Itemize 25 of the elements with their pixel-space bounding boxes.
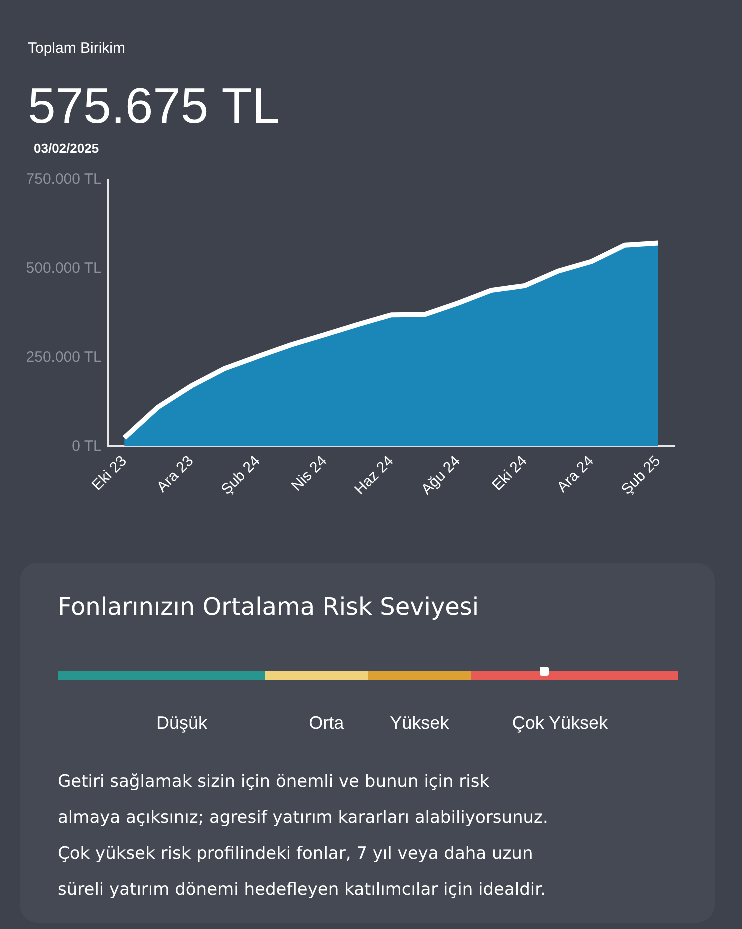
x-tick-label: Eki 23 xyxy=(88,452,130,494)
category-label: Çok Yüksek xyxy=(512,713,608,734)
x-tick-label: Eki 24 xyxy=(489,452,531,494)
x-tick-label: Şub 24 xyxy=(218,452,264,498)
chart-subtitle: 575.675 TL xyxy=(28,77,280,136)
chart-title: Toplam Birikim xyxy=(28,40,126,57)
y-tick-label: 750.000 TL xyxy=(26,171,102,188)
text: Fonlarınızın Ortalama Risk Seviyesi xyxy=(58,593,480,621)
x-tick-label: Nis 24 xyxy=(288,452,330,495)
x-tick-label: Şub 25 xyxy=(618,452,664,498)
x-tick-label: Ara 24 xyxy=(554,452,598,496)
category-label: Düşük xyxy=(156,713,208,734)
y-tick-label: 250.000 TL xyxy=(26,348,102,366)
x-tick-label: Haz 24 xyxy=(352,452,398,498)
x-tick-label: Ağu 24 xyxy=(418,452,464,498)
text: 03/02/2025 xyxy=(34,141,100,156)
text: Çok yüksek risk profilindeki fonlar, 7 yıl veya daha uzun xyxy=(58,843,534,866)
category-label: Yüksek xyxy=(390,713,450,734)
y-tick-label: 500.000 TL xyxy=(26,260,102,278)
y-tick-label: 0 TL xyxy=(72,438,102,455)
text: süreli yatırım dönemi hedefleyen katılımcılar için idealdir. xyxy=(58,879,547,902)
x-tick-label: Ara 23 xyxy=(154,452,198,496)
text: almaya açıksınız; agresif yatırım kararları alabiliyorsunuz. xyxy=(58,807,550,830)
text: Getiri sağlamak sizin için önemli ve bunun için risk xyxy=(58,771,491,794)
category-label: Orta xyxy=(309,713,344,734)
